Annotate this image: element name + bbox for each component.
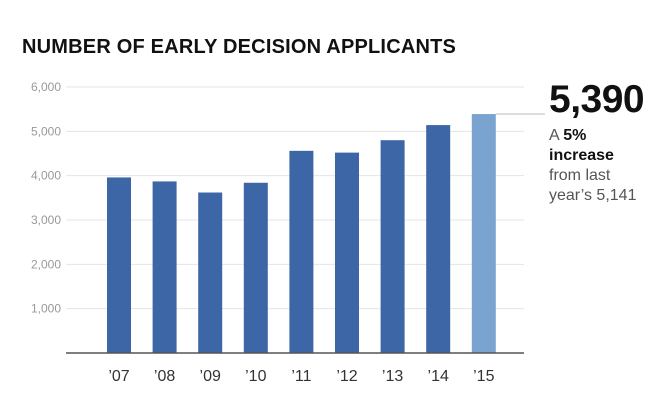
y-tick-label: 3,000 bbox=[31, 213, 61, 227]
callout-value: 5,390 bbox=[549, 78, 645, 121]
bar bbox=[335, 152, 359, 353]
x-tick-label: ’14 bbox=[428, 368, 449, 385]
y-tick-label: 4,000 bbox=[31, 169, 61, 183]
x-tick-label: ’07 bbox=[108, 368, 129, 385]
callout-line3: from last bbox=[549, 167, 611, 184]
bar bbox=[152, 181, 177, 353]
x-tick-label: ’08 bbox=[154, 368, 175, 385]
y-axis-ticks: 1,000 2,000 3,000 4,000 5,000 6,000 bbox=[31, 80, 61, 316]
bar bbox=[471, 114, 496, 353]
bar bbox=[107, 177, 131, 353]
callout-prefix: A bbox=[549, 127, 559, 144]
callout-increase: increase bbox=[549, 147, 614, 164]
y-tick-label: 5,000 bbox=[31, 124, 61, 138]
y-tick-label: 6,000 bbox=[31, 80, 61, 94]
callout-percent: 5% bbox=[563, 127, 587, 144]
callout: 5,390 A 5% increase from last year’s 5,1… bbox=[549, 78, 661, 206]
x-tick-label: ’11 bbox=[291, 368, 311, 385]
callout-line4: year’s 5,141 bbox=[549, 187, 637, 204]
x-axis-labels: ’07 ’08 ’09 ’10 ’11 ’12 ’13 ’14 ’15 bbox=[108, 368, 494, 385]
bar bbox=[426, 125, 451, 353]
y-tick-label: 2,000 bbox=[31, 257, 61, 271]
chart-title: NUMBER OF EARLY DECISION APPLICANTS bbox=[22, 36, 457, 58]
bar bbox=[380, 140, 405, 353]
bars bbox=[107, 114, 496, 353]
bar bbox=[289, 150, 314, 353]
y-tick-label: 1,000 bbox=[31, 302, 61, 316]
callout-text: A 5% increase from last year’s 5,141 bbox=[549, 126, 661, 206]
x-tick-label: ’10 bbox=[245, 368, 266, 385]
x-tick-label: ’15 bbox=[473, 368, 494, 385]
bar bbox=[198, 192, 223, 353]
x-tick-label: ’13 bbox=[382, 368, 403, 385]
bar bbox=[243, 182, 268, 353]
x-tick-label: ’09 bbox=[200, 368, 221, 385]
x-tick-label: ’12 bbox=[336, 368, 357, 385]
